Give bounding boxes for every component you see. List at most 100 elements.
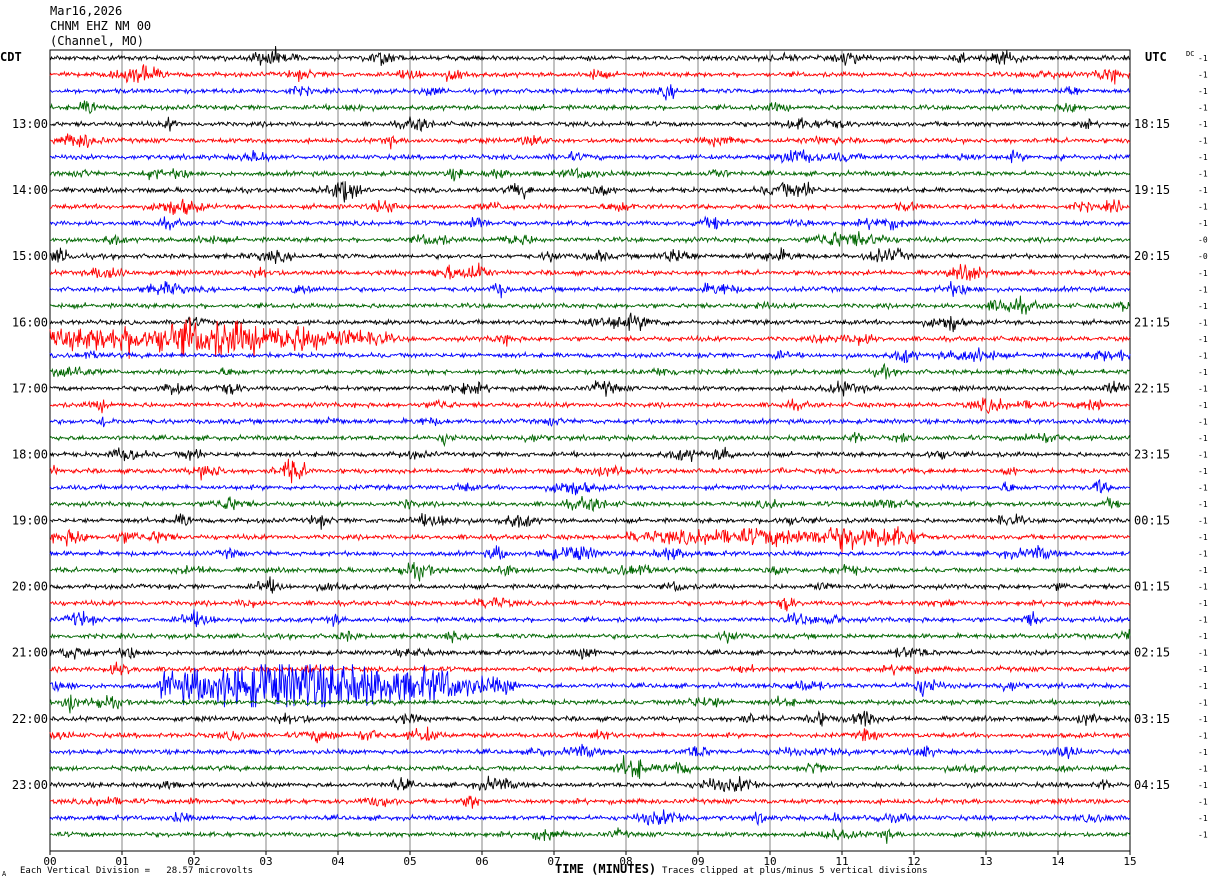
- dc-offset-label: -1: [1198, 417, 1208, 426]
- dc-offset-label: -1: [1198, 616, 1208, 625]
- x-tick-label: 09: [691, 855, 704, 868]
- trace-row: [50, 116, 1131, 133]
- dc-offset-label: -1: [1198, 368, 1208, 377]
- trace-row: [49, 561, 1131, 582]
- x-tick-label: 04: [331, 855, 345, 868]
- station-label: CHNM EHZ NM 00: [50, 19, 152, 33]
- trace-row: [49, 64, 1131, 85]
- location-label: (Channel, MO): [50, 34, 144, 48]
- corner-mark: A: [2, 870, 7, 878]
- dc-offset-label: -1: [1198, 566, 1208, 575]
- dc-header-label: DC: [1186, 50, 1194, 58]
- trace-row: [49, 809, 1131, 827]
- trace-row: [49, 180, 1131, 203]
- dc-offset-label: -0: [1198, 236, 1208, 245]
- trace-row: [49, 597, 1131, 612]
- trace-row: [49, 312, 1131, 333]
- dc-offset-label: -1: [1198, 170, 1208, 179]
- dc-offset-label: -1: [1198, 715, 1208, 724]
- cdt-hour-label: 16:00: [12, 315, 48, 329]
- trace-row: [49, 629, 1131, 644]
- dc-offset-label: -1: [1198, 797, 1208, 806]
- dc-offset-label: -1: [1198, 302, 1208, 311]
- dc-offset-label: -1: [1198, 137, 1208, 146]
- trace-row: [49, 795, 1131, 809]
- dc-offset-label: -1: [1198, 120, 1208, 129]
- trace-row: [49, 545, 1131, 561]
- x-tick-label: 00: [43, 855, 56, 868]
- plot-frame: [49, 49, 1131, 852]
- clip-note: Traces clipped at plus/minus 5 vertical …: [662, 866, 928, 876]
- dc-offset-label: -1: [1198, 748, 1208, 757]
- dc-offset-label: -1: [1198, 550, 1208, 559]
- trace-row: [49, 446, 1131, 463]
- dc-offset-label: -1: [1198, 87, 1208, 96]
- x-tick-label: 05: [403, 855, 416, 868]
- dc-offset-label: -1: [1198, 450, 1208, 459]
- trace-row: [49, 280, 1131, 299]
- utc-hour-label: 01:15: [1134, 580, 1170, 594]
- utc-hour-label: 22:15: [1134, 381, 1170, 395]
- trace-row: [49, 262, 1131, 281]
- dc-offset-label: -1: [1198, 104, 1208, 113]
- trace-row: [49, 215, 1131, 231]
- dc-offset-label: -1: [1198, 632, 1208, 641]
- trace-row: [49, 664, 1131, 708]
- trace-row: [49, 478, 1131, 496]
- dc-offset-label: -1: [1198, 781, 1208, 790]
- trace-row: [49, 45, 1131, 66]
- dc-offset-label: -1: [1198, 517, 1208, 526]
- dc-offset-label: -1: [1198, 830, 1208, 839]
- trace-row: [49, 198, 1131, 216]
- dc-offset-label: -1: [1198, 71, 1208, 80]
- trace-row: [49, 295, 1131, 315]
- trace-row: [49, 694, 1131, 714]
- trace-row: [49, 415, 1131, 428]
- trace-row: [49, 317, 1131, 359]
- cdt-hour-label: 14:00: [12, 183, 48, 197]
- dc-offset-label: -1: [1198, 731, 1208, 740]
- dc-offset-label: -0: [1198, 252, 1208, 261]
- trace-row: [49, 710, 1131, 727]
- trace-row: [49, 755, 1131, 779]
- cdt-hour-label: 21:00: [12, 646, 48, 660]
- trace-row: [49, 661, 1131, 676]
- trace-row: [49, 609, 1131, 628]
- trace-row: [49, 646, 1131, 660]
- x-tick-label: 13: [979, 855, 992, 868]
- x-axis-title: TIME (MINUTES): [555, 862, 657, 876]
- x-tick-label: 10: [763, 855, 776, 868]
- utc-hour-label: 23:15: [1134, 447, 1170, 461]
- utc-hour-label: 02:15: [1134, 646, 1170, 660]
- trace-row: [49, 84, 1131, 101]
- trace-row: [49, 827, 1131, 844]
- dc-offset-label: -1: [1198, 351, 1208, 360]
- trace-row: [49, 362, 1131, 380]
- trace-row: [49, 513, 1131, 530]
- trace-row: [49, 247, 1131, 264]
- dc-offset-label: -1: [1198, 665, 1208, 674]
- dc-offset-label: -1: [1198, 434, 1208, 443]
- dc-offset-label: -1: [1198, 500, 1208, 509]
- dc-offset-label: -1: [1198, 285, 1208, 294]
- cdt-zone-label: CDT: [0, 50, 22, 64]
- x-tick-label: 08: [619, 855, 632, 868]
- cdt-hour-label: 20:00: [12, 580, 48, 594]
- trace-row: [49, 231, 1131, 247]
- cdt-hour-label: 15:00: [12, 249, 48, 263]
- trace-row: [49, 495, 1131, 513]
- dc-offset-label: -1: [1198, 649, 1208, 658]
- x-tick-label: 03: [259, 855, 272, 868]
- trace-row: [49, 149, 1131, 165]
- x-tick-label: 01: [115, 855, 128, 868]
- trace-row: [49, 526, 1131, 555]
- dc-offset-label: -1: [1198, 54, 1208, 63]
- utc-hour-label: 04:15: [1134, 778, 1170, 792]
- dc-offset-label: -1: [1198, 698, 1208, 707]
- date-label: Mar16,2026: [50, 4, 123, 18]
- trace-row: [49, 347, 1131, 364]
- trace-row: [49, 458, 1131, 484]
- dc-offset-label: -1: [1198, 467, 1208, 476]
- trace-row: [49, 775, 1131, 793]
